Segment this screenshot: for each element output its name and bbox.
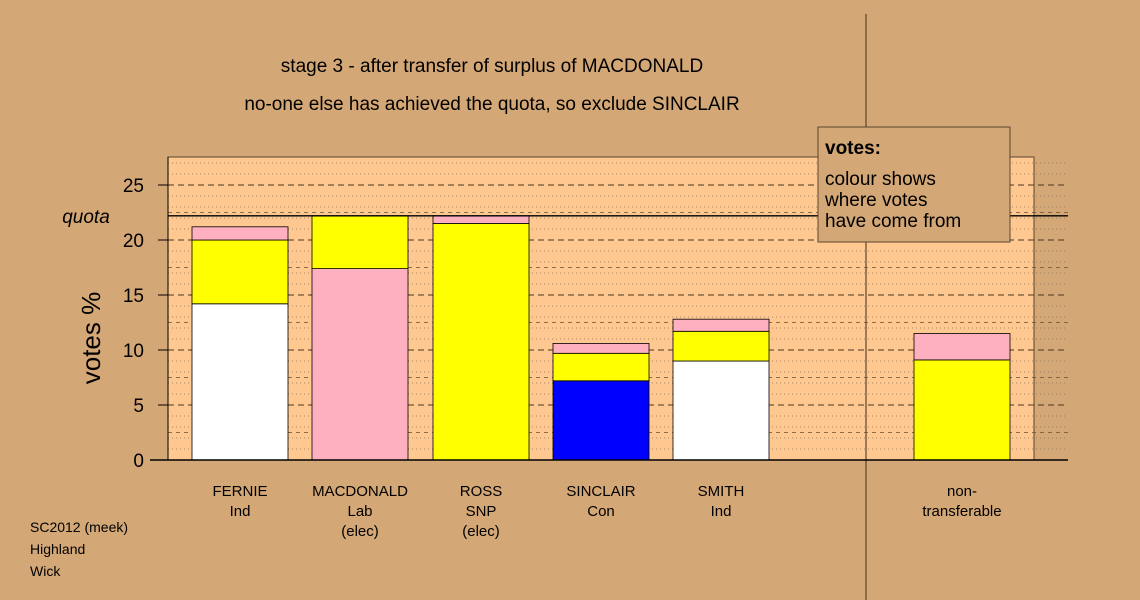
category-label: FERNIE bbox=[212, 483, 267, 500]
bar-segment bbox=[191, 239, 289, 305]
legend-line: where votes bbox=[824, 190, 927, 211]
bar-segment bbox=[552, 342, 650, 354]
bar-segment bbox=[913, 359, 1011, 461]
bar-segment bbox=[191, 303, 289, 461]
bar-segment bbox=[913, 333, 1011, 361]
footer-line: SC2012 (meek) bbox=[30, 519, 128, 535]
bar-segment bbox=[432, 223, 530, 461]
bars bbox=[191, 215, 1011, 461]
footer-line: Highland bbox=[30, 541, 85, 557]
y-tick-label: 15 bbox=[123, 286, 144, 307]
category-label: SMITH bbox=[698, 483, 745, 500]
category-label: transferable bbox=[922, 503, 1001, 520]
y-tick-label: 20 bbox=[123, 231, 144, 252]
y-axis-label: votes % bbox=[76, 292, 106, 385]
bar-segment bbox=[672, 360, 770, 461]
bar-segment bbox=[672, 330, 770, 362]
bar-segment bbox=[311, 268, 409, 461]
category-label: MACDONALD bbox=[312, 483, 408, 500]
legend-title: votes: bbox=[825, 138, 881, 159]
bar-segment bbox=[672, 318, 770, 332]
quota-label: quota bbox=[62, 207, 110, 228]
bar-segment bbox=[311, 215, 409, 270]
category-label: (elec) bbox=[341, 523, 379, 540]
footer-line: Wick bbox=[30, 563, 61, 579]
bar-segment bbox=[552, 352, 650, 382]
category-label: SNP bbox=[466, 503, 497, 520]
legend-line: have come from bbox=[825, 211, 961, 232]
category-label: Ind bbox=[711, 503, 732, 520]
y-tick-label: 5 bbox=[133, 396, 144, 417]
y-axis-ticks: 0 5 10 15 20 25 bbox=[123, 176, 168, 472]
bar-segment bbox=[191, 226, 289, 241]
category-label: non- bbox=[947, 483, 977, 500]
category-label: Lab bbox=[347, 503, 372, 520]
category-label: (elec) bbox=[462, 523, 500, 540]
y-tick-label: 25 bbox=[123, 176, 144, 197]
legend: votes: colour shows where votes have com… bbox=[817, 126, 1011, 243]
category-label: ROSS bbox=[460, 483, 503, 500]
y-tick-label: 0 bbox=[133, 451, 144, 472]
category-labels: FERNIE Ind MACDONALD Lab (elec) ROSS SNP (elec)… bbox=[212, 483, 1001, 540]
category-label: Con bbox=[587, 503, 615, 520]
legend-box bbox=[817, 126, 1011, 243]
chart-title: stage 3 - after transfer of surplus of M… bbox=[281, 56, 703, 77]
bar-segment bbox=[432, 215, 530, 224]
bar-segment bbox=[552, 380, 650, 461]
legend-line: colour shows bbox=[825, 169, 936, 190]
category-label: SINCLAIR bbox=[566, 483, 635, 500]
chart-subtitle: no-one else has achieved the quota, so e… bbox=[244, 94, 739, 115]
category-label: Ind bbox=[230, 503, 251, 520]
y-tick-label: 10 bbox=[123, 341, 144, 362]
